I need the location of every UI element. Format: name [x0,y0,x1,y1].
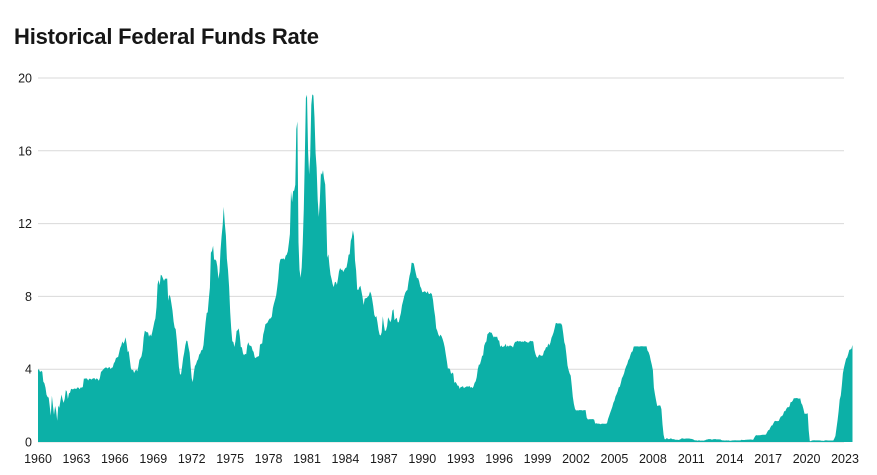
x-tick-label: 1963 [63,452,91,466]
chart-title: Historical Federal Funds Rate [14,24,319,49]
x-tick-label: 1990 [408,452,436,466]
x-tick-label: 2002 [562,452,590,466]
x-tick-label: 1999 [524,452,552,466]
x-tick-label: 2023 [831,452,859,466]
y-tick-label: 12 [18,217,32,231]
x-tick-label: 2020 [793,452,821,466]
y-tick-label: 0 [25,436,32,450]
x-tick-label: 1972 [178,452,206,466]
x-tick-label: 2005 [601,452,629,466]
x-tick-label: 1993 [447,452,475,466]
x-tick-label: 2008 [639,452,667,466]
x-tick-label: 1975 [216,452,244,466]
x-tick-label: 2011 [678,452,705,466]
x-tick-label: 1987 [370,452,398,466]
x-tick-label: 1984 [332,452,360,466]
x-tick-label: 1981 [293,452,321,466]
x-tick-label: 2014 [716,452,744,466]
x-tick-label: 1996 [485,452,513,466]
y-tick-label: 4 [25,363,32,377]
y-tick-label: 8 [25,290,32,304]
x-tick-label: 1978 [255,452,283,466]
y-tick-label: 20 [18,72,32,86]
y-tick-label: 16 [18,144,32,158]
x-tick-label: 1960 [24,452,52,466]
x-tick-label: 1966 [101,452,129,466]
x-tick-label: 2017 [754,452,782,466]
x-tick-label: 1969 [139,452,167,466]
fed-funds-rate-area [38,94,853,443]
